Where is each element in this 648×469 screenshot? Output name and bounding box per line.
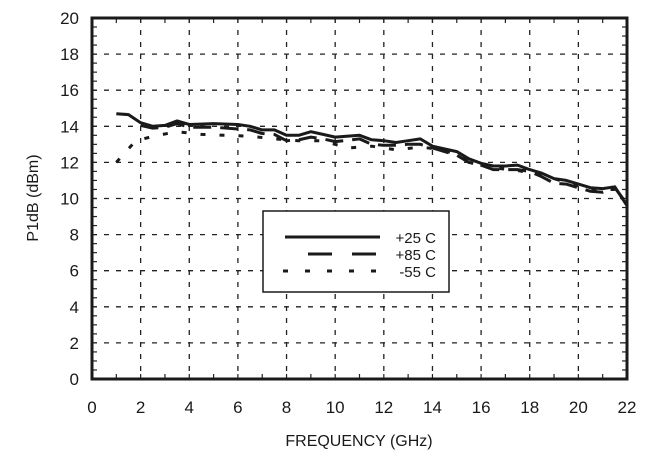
y-tick-label: 8 <box>70 226 79 245</box>
x-tick-label: 2 <box>136 398 145 417</box>
y-tick-label: 0 <box>70 370 79 389</box>
x-tick-label: 20 <box>569 398 588 417</box>
data-series <box>115 112 629 207</box>
y-tick-label: 12 <box>60 153 79 172</box>
legend-label-minus55c: -55 C <box>399 264 436 281</box>
legend-label-plus85c: +85 C <box>396 247 437 264</box>
y-tick-label: 14 <box>60 117 79 136</box>
legend-label-plus25c: +25 C <box>396 230 437 247</box>
grid-lines <box>92 18 627 379</box>
x-tick-label: 6 <box>233 398 242 417</box>
y-tick-label: 18 <box>60 45 79 64</box>
legend: +25 C +85 C -55 C <box>262 210 450 293</box>
y-tick-label: 10 <box>60 190 79 209</box>
x-tick-label: 10 <box>326 398 345 417</box>
y-tick-label: 16 <box>60 81 79 100</box>
x-tick-label: 12 <box>374 398 393 417</box>
plot-area-frame <box>90 16 629 381</box>
x-tick-label: 22 <box>618 398 637 417</box>
x-tick-label: 4 <box>185 398 194 417</box>
x-axis-title: FREQUENCY (GHz) <box>285 433 432 450</box>
series-line-25c <box>116 112 629 207</box>
y-axis-tick-labels: 0 2 4 6 8 10 12 14 16 18 20 <box>60 9 79 389</box>
y-tick-label: 4 <box>70 298 79 317</box>
x-tick-label: 16 <box>472 398 491 417</box>
y-tick-label: 6 <box>70 262 79 281</box>
y-axis-title: P1dB (dBm) <box>25 154 42 241</box>
x-axis-tick-labels: 0 2 4 6 8 10 12 14 16 18 20 22 <box>87 398 636 417</box>
y-tick-label: 20 <box>60 9 79 28</box>
x-tick-label: 14 <box>423 398 442 417</box>
x-tick-label: 8 <box>282 398 291 417</box>
legend-box <box>262 210 450 293</box>
x-tick-label: 18 <box>520 398 539 417</box>
series-line-85c <box>140 122 629 205</box>
y-tick-label: 2 <box>70 334 79 353</box>
x-tick-label: 0 <box>87 398 96 417</box>
